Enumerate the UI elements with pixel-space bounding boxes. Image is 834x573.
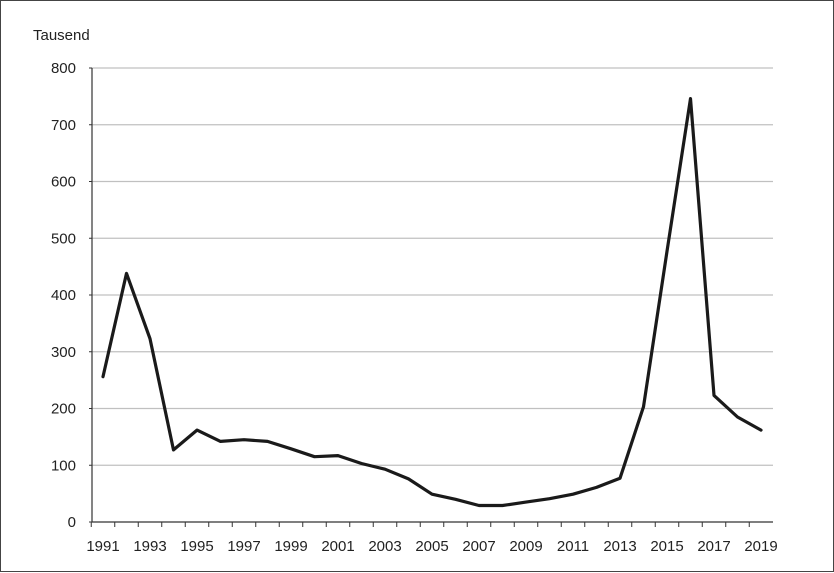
- x-tick-label: 2013: [603, 538, 636, 555]
- x-tick-label: 2017: [697, 538, 730, 555]
- y-tick-label: 0: [68, 514, 76, 531]
- gridlines: [92, 68, 773, 465]
- x-tick-label: 1991: [86, 538, 119, 555]
- x-tick-label: 2003: [368, 538, 401, 555]
- y-tick-label: 200: [51, 401, 76, 418]
- y-tick-label: 100: [51, 457, 76, 474]
- axes: [89, 68, 773, 527]
- y-tick-label: 600: [51, 174, 76, 191]
- y-tick-label: 500: [51, 230, 76, 247]
- y-tick-labels: 0 100 200 300 400 500 600 700 800: [51, 60, 76, 531]
- x-tick-label: 2019: [744, 538, 777, 555]
- y-tick-label: 300: [51, 344, 76, 361]
- x-tick-label: 1997: [227, 538, 260, 555]
- series-group: [103, 99, 761, 506]
- x-tick-label: 2005: [415, 538, 448, 555]
- x-tick-label: 1995: [180, 538, 213, 555]
- x-tick-label: 2009: [509, 538, 542, 555]
- series-line-0: [103, 99, 761, 506]
- y-tick-label: 700: [51, 117, 76, 134]
- x-tick-label: 2015: [650, 538, 683, 555]
- x-tick-label: 1999: [274, 538, 307, 555]
- x-tick-label: 2001: [321, 538, 354, 555]
- x-tick-label: 2011: [557, 538, 589, 555]
- x-tick-labels: 1991 1993 1995 1997 1999 2001 2003 2005 2007 2009…: [86, 538, 777, 555]
- y-tick-label: 800: [51, 60, 76, 77]
- x-tick-label: 2007: [462, 538, 495, 555]
- y-tick-label: 400: [51, 287, 76, 304]
- x-tick-label: 1993: [133, 538, 166, 555]
- y-unit-label: Tausend: [33, 27, 90, 44]
